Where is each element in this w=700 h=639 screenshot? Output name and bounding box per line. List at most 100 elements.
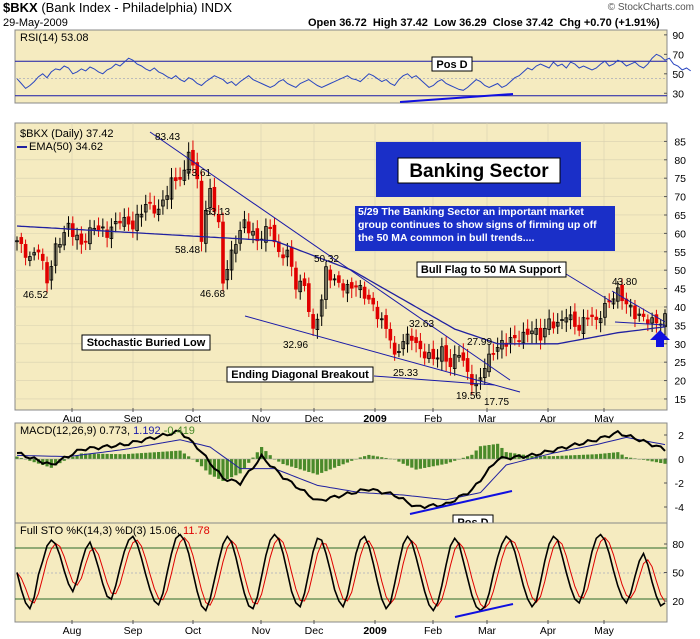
histogram-bar — [410, 459, 414, 468]
price-body — [152, 205, 157, 214]
stoch-annotation: Stochastic Buried Low — [87, 337, 206, 349]
price-body — [79, 233, 84, 245]
histogram-bar — [487, 445, 491, 459]
price-body — [603, 303, 607, 318]
histogram-bar — [105, 453, 109, 459]
histogram-bar — [397, 459, 401, 462]
x-tick-label: Feb — [424, 413, 442, 425]
price-body — [62, 232, 67, 246]
price-label: 17.75 — [484, 397, 509, 408]
breakout-annotation-box — [226, 366, 374, 383]
rsi-line — [16, 53, 691, 91]
histogram-bar — [122, 454, 126, 459]
y-tick-label: 50 — [674, 265, 686, 277]
price-body — [551, 321, 556, 329]
change-value: +0.70 (+1.91%) — [583, 17, 660, 29]
x-tick-label: Apr — [540, 625, 557, 637]
price-body — [646, 319, 650, 325]
x-tick-label: Dec — [305, 625, 324, 637]
price-body — [328, 269, 333, 281]
price-body — [324, 266, 328, 300]
price-body — [234, 244, 238, 254]
price-body — [53, 243, 58, 266]
histogram-bar — [54, 459, 58, 466]
price-body — [36, 249, 41, 253]
price-label: 19.56 — [456, 391, 481, 402]
histogram-bar — [79, 453, 83, 459]
price-body — [465, 358, 470, 372]
histogram-bar — [496, 443, 500, 459]
histogram-bar — [324, 459, 328, 472]
histogram-bar — [199, 459, 204, 467]
rsi-divergence-line — [399, 93, 514, 103]
price-body — [199, 180, 204, 242]
price-body — [392, 342, 397, 355]
sto-divergence-line — [454, 603, 514, 618]
price-legend: $BKX (Daily) 37.42 — [20, 128, 114, 140]
price-label: 25.33 — [393, 368, 418, 379]
histogram-bar — [88, 453, 92, 459]
price-body — [547, 318, 551, 330]
histogram-bar — [367, 454, 371, 459]
price-body — [101, 226, 105, 229]
histogram-bar — [109, 453, 114, 459]
histogram-bar — [371, 455, 375, 459]
histogram-bar — [148, 452, 152, 459]
price-body — [204, 210, 208, 244]
x-tick-label: Sep — [124, 413, 143, 425]
y-tick-label: 0 — [678, 454, 684, 466]
price-body — [431, 348, 436, 360]
histogram-bar — [405, 459, 410, 466]
price-body — [251, 230, 255, 236]
histogram-bar — [135, 453, 139, 459]
y-tick-label: 30 — [672, 88, 684, 100]
price-body — [70, 223, 75, 237]
price-label: 46.52 — [23, 290, 48, 301]
price-body — [186, 151, 191, 174]
rsi-panel: 30 50 70 90 RSI(14) 53.08 Pos D — [14, 29, 691, 104]
histogram-bar — [204, 459, 208, 471]
stochastic-k-line — [16, 533, 666, 613]
stochastic-panel: 20 50 80 Full STO %K(14,3) %D(3) 15.06, 11… — [14, 522, 684, 637]
price-body — [32, 252, 36, 256]
price-body — [285, 249, 290, 258]
price-body — [165, 195, 169, 200]
open-value: 36.72 — [339, 17, 367, 29]
histogram-bar — [526, 455, 530, 459]
price-body — [513, 334, 517, 339]
histogram-bar — [663, 459, 667, 464]
price-body — [500, 340, 504, 350]
price-body — [422, 351, 427, 359]
histogram-bar — [491, 444, 495, 459]
histogram-bar — [15, 456, 19, 459]
price-body — [315, 318, 320, 330]
histogram-bar — [221, 459, 225, 481]
symbol: $BKX — [3, 0, 38, 15]
price-body — [341, 283, 345, 291]
price-body — [15, 240, 19, 243]
histogram-bar — [423, 459, 427, 468]
symbol-title: $BKX (Bank Index - Philadelphia) INDX — [3, 0, 232, 15]
price-body — [298, 280, 303, 293]
y-tick-label: 50 — [672, 568, 684, 580]
price-body — [105, 229, 109, 238]
high-value: 37.42 — [400, 17, 428, 29]
ema-line — [16, 225, 666, 345]
price-label: 83.43 — [155, 132, 180, 143]
macd-divergence-line — [409, 490, 513, 515]
histogram-bar — [247, 459, 251, 463]
histogram-bar — [358, 457, 362, 459]
price-body — [294, 267, 298, 290]
price-body — [594, 316, 599, 320]
histogram-bar — [298, 459, 302, 470]
x-tick-label: Oct — [185, 625, 201, 637]
histogram-bar — [71, 456, 75, 459]
price-body — [637, 313, 642, 316]
histogram-bar — [483, 445, 487, 459]
histogram-bar — [461, 457, 465, 459]
price-body — [109, 226, 114, 239]
y-tick-label: 70 — [672, 49, 684, 61]
y-tick-label: -2 — [675, 478, 684, 490]
price-body — [521, 331, 526, 344]
